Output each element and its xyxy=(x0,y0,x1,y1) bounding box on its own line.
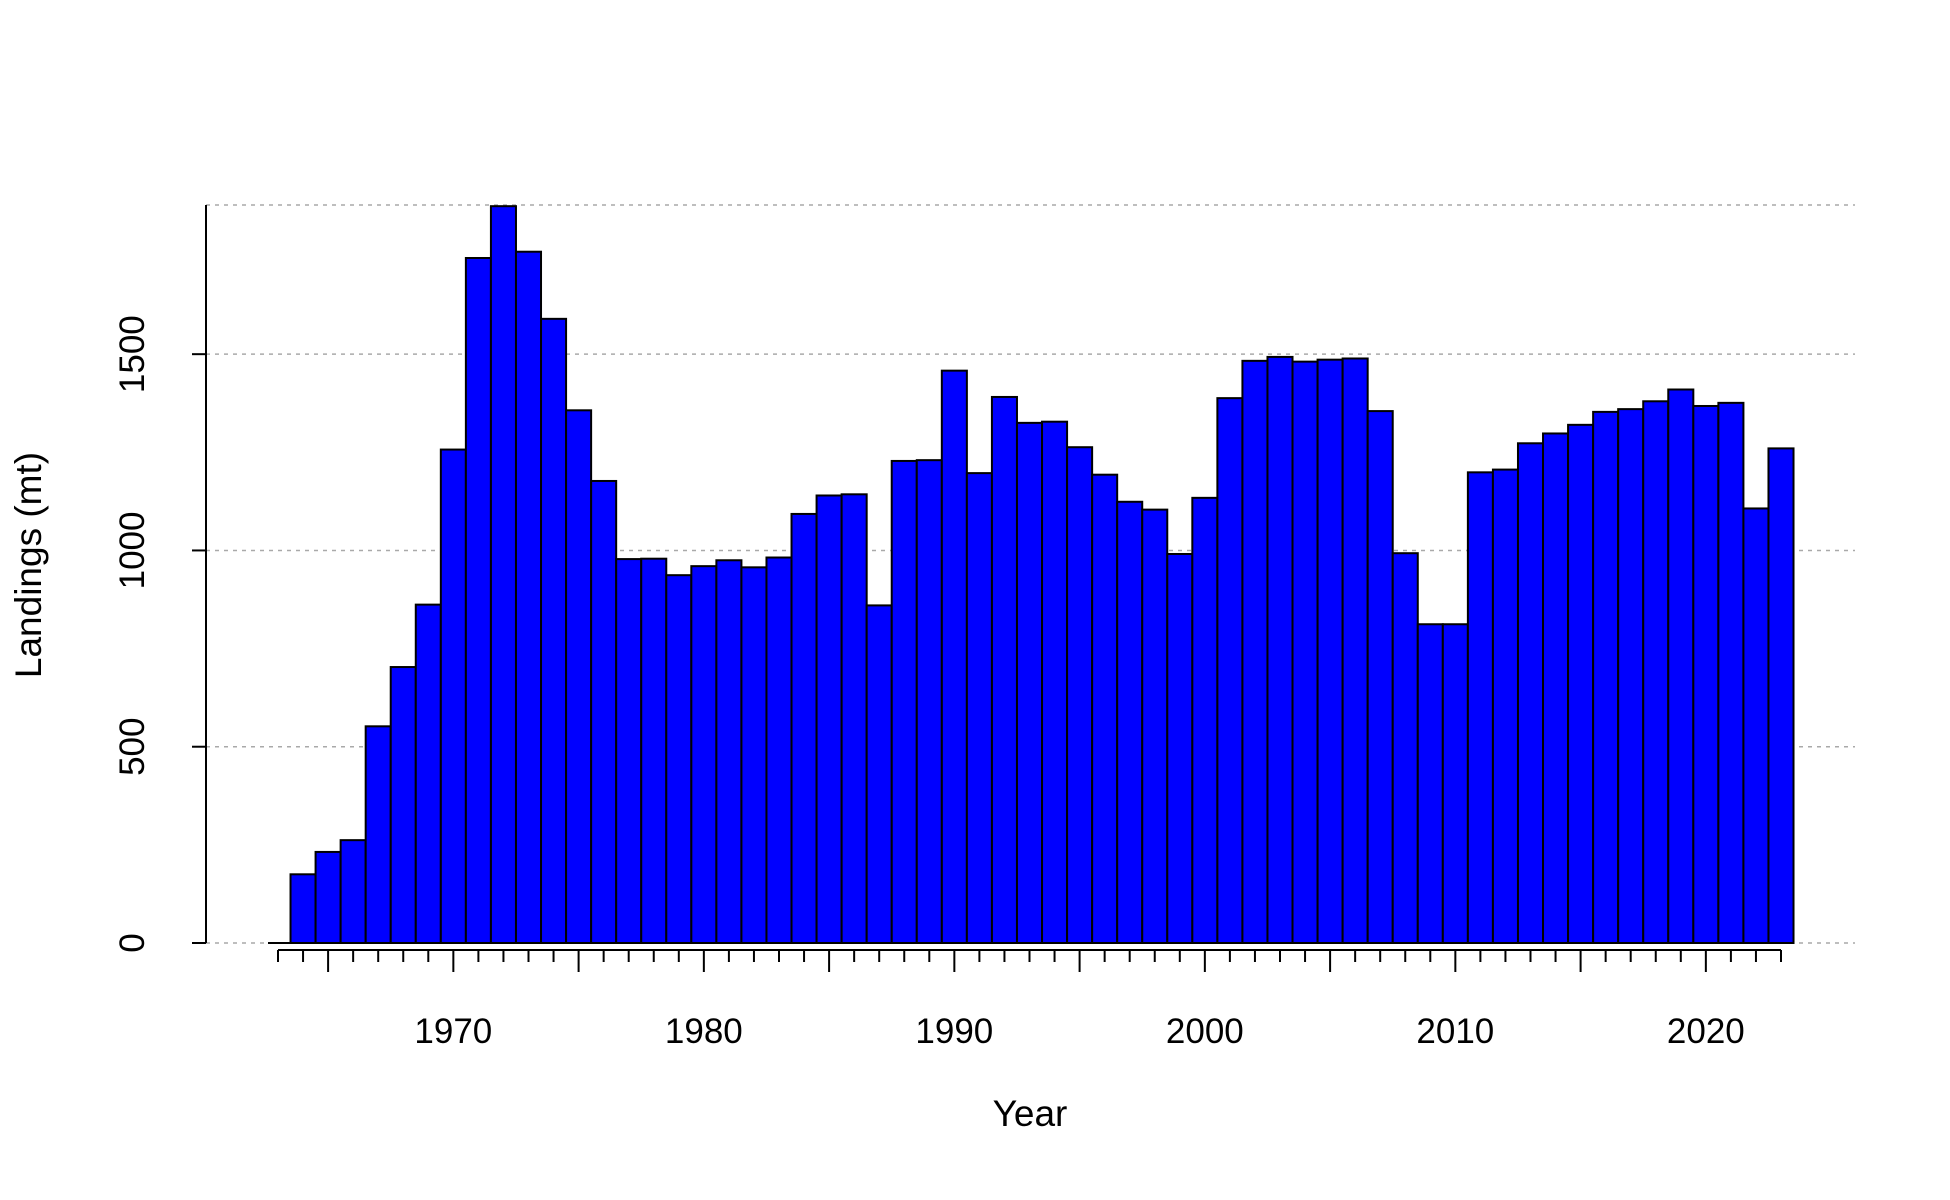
bar-2003 xyxy=(1266,355,1294,944)
bar-1991 xyxy=(965,472,993,944)
axes: 0 500 1000 1500 1970 1980 1990 2000 2010 2020 xyxy=(113,205,1794,1051)
y-tick-label-1500: 1500 xyxy=(113,315,152,393)
bar-1982 xyxy=(740,566,768,944)
y-tick-label-0: 0 xyxy=(113,933,152,952)
bar-1976 xyxy=(590,479,618,944)
bar-2011 xyxy=(1466,471,1494,944)
x-tick-label-2010: 2010 xyxy=(1416,1012,1494,1051)
bar-2016 xyxy=(1592,410,1620,944)
bar-1968 xyxy=(389,666,417,944)
bar-2019 xyxy=(1667,388,1695,944)
x-tick-label-1970: 1970 xyxy=(414,1012,492,1051)
x-tick-label-1980: 1980 xyxy=(665,1012,743,1051)
bar-1994 xyxy=(1041,420,1069,944)
bar-1988 xyxy=(890,459,918,944)
bar-1995 xyxy=(1066,446,1094,944)
bar-1970 xyxy=(439,448,467,944)
bar-1981 xyxy=(715,559,743,944)
y-tick-label-1000: 1000 xyxy=(113,512,152,590)
bars xyxy=(289,205,1795,945)
bar-1974 xyxy=(540,317,568,944)
bar-1973 xyxy=(514,250,543,945)
bar-2022 xyxy=(1742,507,1770,944)
bar-1980 xyxy=(690,565,718,944)
bar-1965 xyxy=(314,850,342,945)
bar-2015 xyxy=(1567,423,1595,944)
bar-1979 xyxy=(665,574,693,944)
bar-2020 xyxy=(1692,404,1720,944)
bar-2018 xyxy=(1642,400,1670,944)
bar-1984 xyxy=(790,512,818,945)
bar-2017 xyxy=(1617,408,1645,944)
bar-1966 xyxy=(339,839,367,944)
bar-1985 xyxy=(815,494,843,944)
bar-2002 xyxy=(1241,359,1269,944)
bar-1996 xyxy=(1091,473,1119,944)
bar-1990 xyxy=(940,369,968,944)
x-tick-label-2000: 2000 xyxy=(1166,1012,1244,1051)
bar-1978 xyxy=(640,557,668,944)
bar-1989 xyxy=(915,459,943,944)
bar-1992 xyxy=(990,395,1018,944)
bar-2000 xyxy=(1191,496,1219,944)
x-tick-label-1990: 1990 xyxy=(915,1012,993,1051)
bar-2012 xyxy=(1491,468,1519,944)
bar-2006 xyxy=(1341,357,1369,945)
bar-1975 xyxy=(565,409,593,945)
bar-1998 xyxy=(1141,508,1169,944)
bar-2014 xyxy=(1542,432,1570,944)
x-axis-title: Year xyxy=(993,1093,1068,1134)
bar-2008 xyxy=(1391,552,1419,945)
bar-2001 xyxy=(1216,397,1244,944)
bar-2007 xyxy=(1366,410,1394,944)
bar-2010 xyxy=(1441,623,1469,945)
bar-2005 xyxy=(1316,358,1344,944)
y-axis-title: Landings (mt) xyxy=(8,452,49,678)
bar-1971 xyxy=(464,256,492,944)
bar-1977 xyxy=(615,558,643,945)
bar-1986 xyxy=(840,493,868,944)
bar-1993 xyxy=(1015,421,1044,945)
bar-1983 xyxy=(765,556,793,944)
bar-1969 xyxy=(414,603,442,944)
bar-2021 xyxy=(1717,401,1745,944)
bar-1967 xyxy=(364,725,392,944)
bar-1964 xyxy=(289,873,317,944)
bar-2023 xyxy=(1767,447,1795,944)
bar-2004 xyxy=(1291,360,1319,944)
bar-1997 xyxy=(1116,500,1144,944)
x-tick-label-2020: 2020 xyxy=(1667,1012,1745,1051)
bar-2013 xyxy=(1516,442,1545,944)
bar-2009 xyxy=(1416,623,1444,945)
bar-1972 xyxy=(489,205,517,944)
bar-1987 xyxy=(865,604,893,944)
bar-1999 xyxy=(1166,552,1194,944)
y-tick-label-500: 500 xyxy=(113,718,152,776)
